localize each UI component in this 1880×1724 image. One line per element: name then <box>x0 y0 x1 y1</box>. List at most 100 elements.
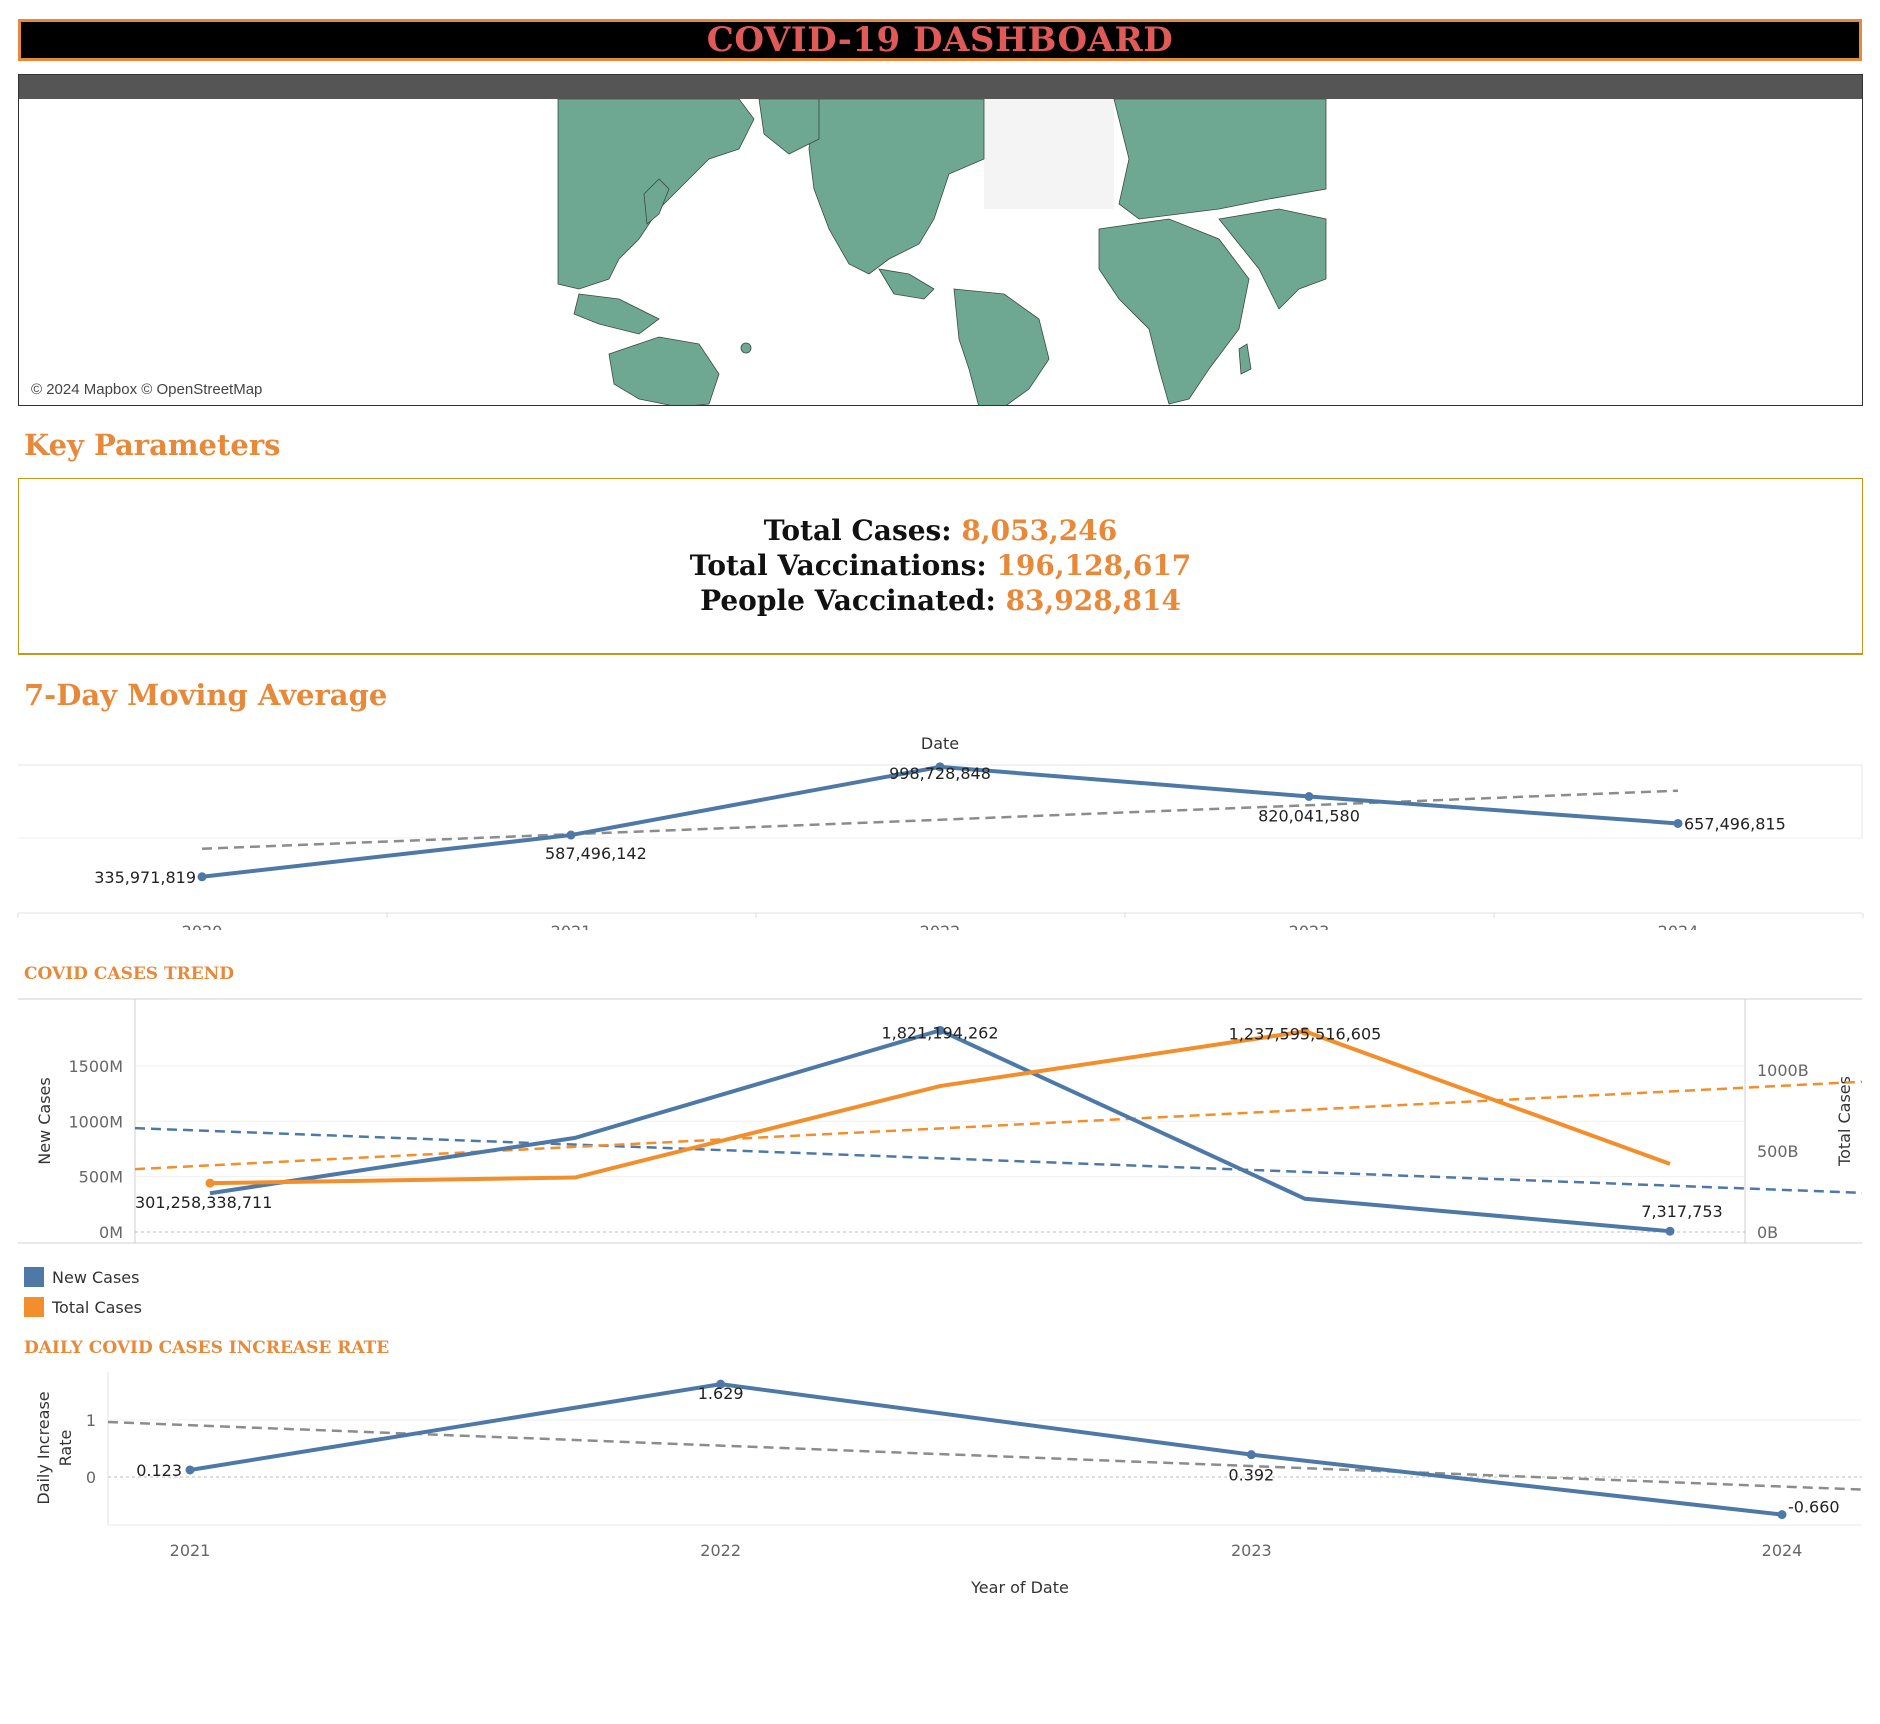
cases-trend-title: COVID CASES TREND <box>24 964 235 984</box>
map-region-japan <box>643 178 670 225</box>
chart3-x-tick: 2022 <box>700 1541 741 1560</box>
legend-swatch-total-cases <box>24 1297 44 1317</box>
chart1-point <box>935 762 945 772</box>
moving-average-title: 7-Day Moving Average <box>24 678 388 712</box>
moving-average-chart[interactable]: Date 335,971,819 2020 587,496,142 2021 998,72… <box>0 730 1880 930</box>
chart2-point-total-max <box>1300 1026 1310 1036</box>
chart2-label-new-min: 7,317,753 <box>1641 1202 1722 1221</box>
people-vaccinated-row: People Vaccinated: 83,928,814 <box>19 583 1862 618</box>
chart3-trendline <box>107 1420 1863 1491</box>
chart2-right-tick: 1000B <box>1757 1061 1809 1080</box>
legend-label-total-cases: Total Cases <box>52 1297 142 1317</box>
map-region-southeast-asia <box>573 293 660 335</box>
chart3-x-tick: 2023 <box>1231 1541 1272 1560</box>
chart2-trendline-total-cases <box>134 1080 1863 1171</box>
people-vaccinated-value: 83,928,814 <box>1005 584 1181 617</box>
chart2-label-total-min: 301,258,338,711 <box>135 1193 272 1212</box>
people-vaccinated-label: People Vaccinated: <box>700 584 996 617</box>
chart2-left-tick: 1500M <box>68 1057 123 1076</box>
chart2-right-tick: 0B <box>1757 1223 1778 1242</box>
chart3-point <box>185 1465 195 1475</box>
chart1-x-tick: 2024 <box>1658 922 1699 930</box>
chart3-x-tick: 2021 <box>170 1541 211 1560</box>
chart1-series-line <box>201 764 1679 879</box>
chart1-value-label: 820,041,580 <box>1258 806 1360 825</box>
world-map[interactable]: © 2024 Mapbox © OpenStreetMap <box>18 74 1863 406</box>
map-region-australia <box>608 336 720 405</box>
chart1-value-label: 587,496,142 <box>545 844 647 863</box>
map-toolbar <box>19 75 1862 99</box>
total-cases-label: Total Cases: <box>763 514 952 547</box>
chart2-point-new-max <box>935 1025 945 1035</box>
chart3-value-label: 0.123 <box>136 1461 182 1480</box>
chart1-x-tick: 2021 <box>551 922 592 930</box>
chart2-right-tick: 500B <box>1757 1142 1799 1161</box>
chart3-point <box>1246 1450 1256 1460</box>
chart1-value-label: 335,971,819 <box>94 868 196 887</box>
map-attribution[interactable]: © 2024 Mapbox © OpenStreetMap <box>27 380 267 399</box>
total-cases-row: Total Cases: 8,053,246 <box>19 513 1862 548</box>
key-parameters-panel: Total Cases: 8,053,246 Total Vaccination… <box>18 478 1863 655</box>
total-vaccinations-row: Total Vaccinations: 196,128,617 <box>19 548 1862 583</box>
chart1-x-tick: 2020 <box>182 922 223 930</box>
total-cases-value: 8,053,246 <box>961 514 1118 547</box>
increase-rate-chart[interactable]: 1 0 Daily Increase Rate 0.123 2021 1.629 2022 0.… <box>0 1370 1880 1620</box>
chart2-left-tick: 1000M <box>68 1112 123 1131</box>
chart1-value-label: 657,496,815 <box>1684 814 1786 833</box>
total-vaccinations-label: Total Vaccinations: <box>689 549 987 582</box>
cases-trend-chart[interactable]: 0M 500M 1000M 1500M 0B 500B 1000B New Cases Tota… <box>0 995 1880 1255</box>
chart2-trendline-new-cases <box>134 1126 1863 1195</box>
legend-item-new-cases[interactable]: New Cases <box>24 1262 142 1292</box>
map-region-madagascar <box>1238 343 1252 375</box>
legend-label-new-cases: New Cases <box>52 1267 140 1287</box>
chart1-x-tick: 2023 <box>1289 922 1330 930</box>
chart1-point <box>1673 818 1683 828</box>
chart2-left-tick: 0M <box>99 1223 123 1242</box>
chart2-line-new-cases <box>209 1028 1671 1234</box>
map-region-south-america <box>953 288 1050 405</box>
chart1-x-tick: 2022 <box>920 922 961 930</box>
chart3-value-label: 0.392 <box>1228 1466 1274 1485</box>
map-canvas[interactable] <box>19 99 1863 406</box>
chart3-point <box>1777 1510 1787 1520</box>
dashboard-header: COVID-19 DASHBOARD <box>18 19 1862 61</box>
chart3-y-tick: 0 <box>86 1468 96 1487</box>
chart1-x-title: Date <box>921 734 959 753</box>
total-vaccinations-value: 196,128,617 <box>996 549 1192 582</box>
chart2-label-new-max: 1,821,194,262 <box>881 1023 998 1042</box>
chart2-point-total-min <box>205 1178 215 1188</box>
chart3-y-title-line1: Daily Increase <box>34 1391 53 1504</box>
chart2-line-total-cases <box>209 1029 1671 1186</box>
key-parameters-title: Key Parameters <box>24 428 281 462</box>
legend-item-total-cases[interactable]: Total Cases <box>24 1292 142 1322</box>
chart1-value-label: 998,728,848 <box>889 764 991 783</box>
chart3-value-label: 1.629 <box>698 1384 744 1403</box>
chart3-x-tick: 2024 <box>1762 1541 1803 1560</box>
chart2-left-tick: 500M <box>79 1168 123 1187</box>
map-region-africa <box>1098 218 1250 405</box>
map-region-central-america <box>878 268 935 300</box>
chart1-point <box>566 830 576 840</box>
chart1-point <box>1304 791 1314 801</box>
chart3-x-title: Year of Date <box>970 1578 1069 1597</box>
increase-rate-title: DAILY COVID CASES INCREASE RATE <box>24 1338 390 1358</box>
dashboard-title: COVID-19 DASHBOARD <box>706 20 1174 60</box>
chart2-right-axis-title: Total Cases <box>1835 1076 1854 1167</box>
chart1-point <box>197 872 207 882</box>
chart3-y-title-line2: Rate <box>56 1430 75 1467</box>
map-island-marker <box>740 342 752 354</box>
map-region-alaska <box>758 99 820 155</box>
map-region-middle-east-india <box>1218 208 1327 310</box>
chart2-label-total-max: 1,237,595,516,605 <box>1229 1024 1382 1043</box>
legend-swatch-new-cases <box>24 1267 44 1287</box>
chart2-point-new-min <box>1665 1226 1675 1236</box>
map-region-north-america <box>808 99 985 275</box>
map-region-europe <box>1113 99 1327 220</box>
chart3-point <box>716 1379 726 1389</box>
chart2-left-axis-title: New Cases <box>35 1077 54 1164</box>
cases-trend-legend: New Cases Total Cases <box>24 1262 142 1322</box>
chart3-value-label: -0.660 <box>1788 1498 1840 1517</box>
chart3-y-tick: 1 <box>86 1411 96 1430</box>
chart3-series-line <box>189 1382 1783 1517</box>
chart1-trendline <box>201 789 1679 851</box>
